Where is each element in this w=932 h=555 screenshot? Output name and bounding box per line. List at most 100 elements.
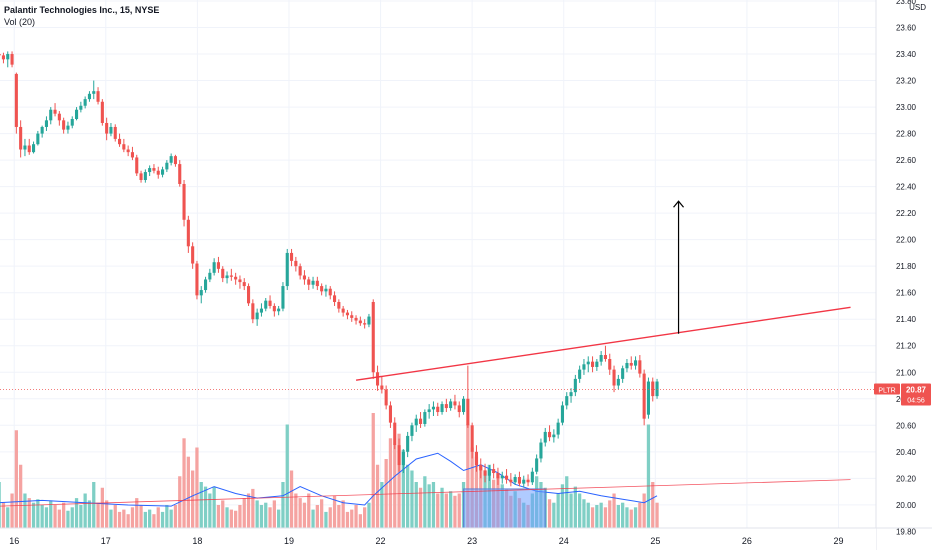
- volume-bar: [629, 509, 633, 528]
- volume-bar: [14, 430, 18, 528]
- volume-bar: [139, 505, 143, 528]
- volume-bar: [371, 413, 375, 528]
- volume-bar: [70, 507, 74, 528]
- candle-body: [178, 164, 182, 184]
- volume-bar: [31, 502, 36, 528]
- volume-bar: [470, 447, 474, 528]
- candle-body: [19, 126, 23, 150]
- price-tick-label: 22.00: [896, 236, 917, 245]
- price-tick-label: 23.00: [896, 103, 917, 112]
- candle-body: [49, 109, 53, 121]
- volume-bar: [320, 499, 324, 528]
- candle-body: [492, 469, 496, 474]
- volume-bar: [599, 502, 603, 528]
- candle-body: [655, 381, 659, 397]
- candle-body: [526, 479, 530, 483]
- candle-body: [10, 54, 14, 65]
- volume-bar: [122, 509, 126, 528]
- volume-bar: [186, 456, 190, 528]
- volume-bar: [625, 507, 629, 528]
- candle-body: [23, 145, 27, 150]
- volume-bar: [203, 486, 208, 528]
- candle-body: [599, 355, 603, 362]
- candle-body: [173, 156, 177, 165]
- volume-bar: [547, 499, 552, 528]
- candle-body: [634, 360, 638, 366]
- candle-body: [40, 126, 44, 134]
- candle-body: [522, 479, 526, 484]
- volume-bar: [453, 495, 457, 528]
- volume-bar: [466, 424, 470, 528]
- volume-bar: [53, 505, 57, 528]
- time-tick-label: 22: [376, 536, 386, 546]
- volume-bar: [49, 500, 53, 528]
- candle-body: [320, 286, 324, 292]
- price-tick-label: 23.40: [896, 50, 917, 59]
- resistance-trendline: [355, 306, 851, 381]
- volume-bar: [633, 507, 638, 528]
- volume-bar: [289, 470, 294, 528]
- candle-body: [148, 168, 152, 173]
- candle-body: [212, 262, 216, 273]
- price-tick-label: 23.80: [896, 0, 917, 6]
- volume-bar: [315, 505, 319, 528]
- candle-body: [156, 170, 160, 175]
- candle-body: [208, 272, 212, 280]
- candle-body: [548, 431, 552, 438]
- last-price-label: 20.87: [906, 385, 927, 394]
- candle-body: [277, 308, 281, 312]
- volume-bar: [83, 493, 87, 528]
- candle-body: [539, 442, 543, 459]
- volume-bar: [384, 459, 388, 528]
- volume-bar: [578, 493, 582, 528]
- volume-bar: [225, 507, 229, 528]
- volume-bar: [6, 507, 10, 528]
- candle-body: [272, 305, 276, 312]
- volume-bar: [406, 464, 410, 528]
- candle-body: [221, 268, 225, 279]
- volume-bar: [268, 507, 272, 528]
- volume-bar: [380, 482, 384, 528]
- volume-bar: [96, 502, 100, 528]
- price-tick-label: 21.60: [896, 289, 917, 298]
- volume-bar: [436, 493, 440, 528]
- candle-body: [238, 279, 242, 283]
- volume-bar: [345, 511, 350, 528]
- candle-body: [96, 91, 100, 102]
- price-tick-label: 19.80: [896, 527, 917, 536]
- candle-body: [505, 475, 509, 480]
- candle-body: [225, 275, 229, 279]
- volume-bar: [234, 510, 238, 528]
- candle-body: [182, 183, 186, 220]
- volume-bar: [62, 502, 66, 528]
- volume-bar: [117, 511, 122, 528]
- candle-body: [113, 126, 117, 139]
- price-tick-label: 20.00: [896, 501, 917, 510]
- price-tick-label: 21.40: [896, 315, 917, 324]
- volume-bar: [363, 507, 367, 528]
- volume-bar: [23, 493, 27, 528]
- price-tick-label: 21.20: [896, 342, 917, 351]
- candle-body: [302, 275, 306, 280]
- price-tick-label: 20.60: [896, 421, 917, 430]
- candle-body: [500, 475, 504, 479]
- volume-bar: [608, 500, 612, 528]
- candle-body: [341, 308, 345, 313]
- candle-body: [255, 312, 259, 320]
- candle-body: [191, 246, 195, 264]
- candle-body: [419, 418, 423, 424]
- price-tick-label: 20.40: [896, 448, 917, 457]
- candle-body: [517, 477, 521, 484]
- candle-body: [118, 138, 122, 145]
- candle-body: [440, 404, 444, 413]
- candle-body: [543, 431, 547, 443]
- volume-bar: [87, 500, 92, 528]
- volume-bar: [165, 505, 169, 528]
- candle-body: [70, 119, 74, 126]
- candle-body: [53, 109, 57, 114]
- candle-body: [165, 162, 169, 170]
- volume-bar: [410, 470, 414, 528]
- candle-body: [513, 477, 517, 483]
